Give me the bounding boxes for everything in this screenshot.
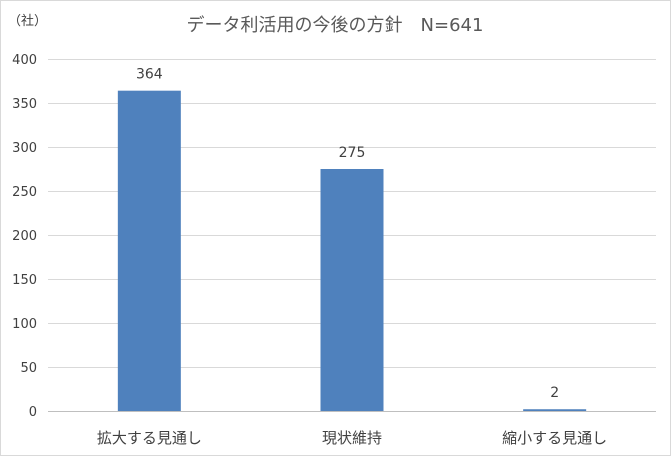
data-label: 275 <box>339 145 366 161</box>
bar <box>117 90 181 412</box>
y-axis-unit-label: （社） <box>8 13 47 29</box>
category-label: 現状維持 <box>322 429 382 447</box>
y-tick-label: 50 <box>20 361 37 376</box>
y-tick-label: 150 <box>12 273 37 288</box>
y-tick-label: 350 <box>12 97 37 112</box>
x-axis-categories: 拡大する見通し 現状維持 縮小する見通し <box>97 429 607 447</box>
chart-title: データ利活用の今後の方針 N=641 <box>187 15 484 36</box>
y-tick-label: 400 <box>12 53 37 68</box>
y-tick-label: 300 <box>12 141 37 156</box>
y-tick-label: 0 <box>29 405 37 420</box>
category-label: 拡大する見通し <box>97 429 202 447</box>
bars <box>117 90 587 412</box>
bar <box>523 409 587 411</box>
data-label: 2 <box>550 385 559 401</box>
y-tick-label: 200 <box>12 229 37 244</box>
y-tick-label: 100 <box>12 317 37 332</box>
y-axis-ticks: 0 50 100 150 200 250 300 350 400 <box>12 53 37 420</box>
bar <box>320 169 384 411</box>
data-labels: 364 275 2 <box>136 67 559 402</box>
y-tick-label: 250 <box>12 185 37 200</box>
data-label: 364 <box>136 67 163 83</box>
category-label: 縮小する見通し <box>502 429 607 447</box>
